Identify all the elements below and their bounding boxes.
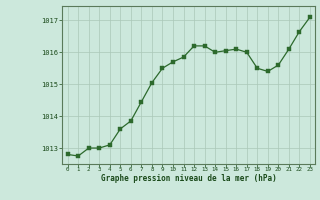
X-axis label: Graphe pression niveau de la mer (hPa): Graphe pression niveau de la mer (hPa) [101, 174, 277, 183]
